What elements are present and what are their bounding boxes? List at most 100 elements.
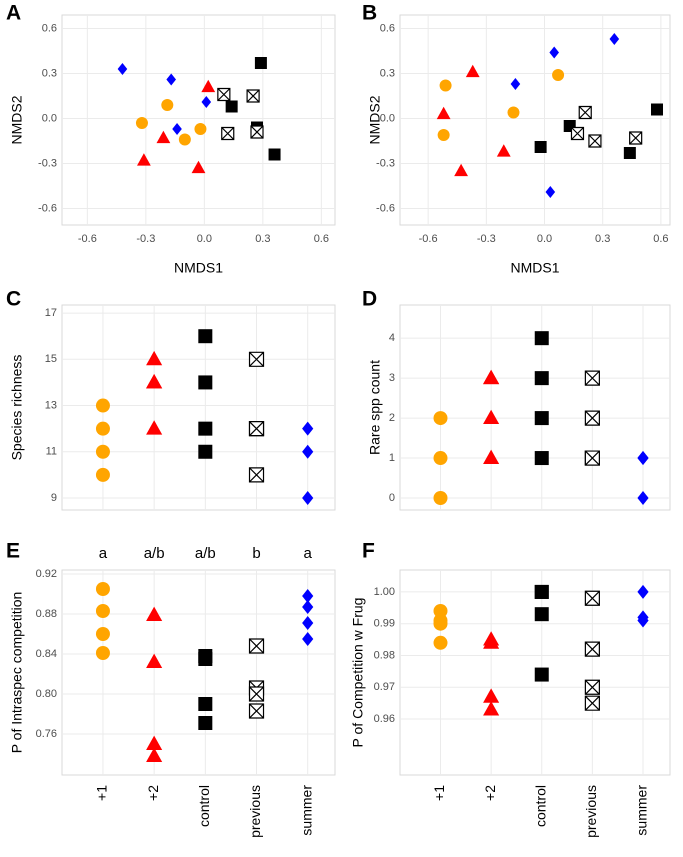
point	[433, 491, 448, 506]
point	[584, 590, 600, 606]
annotation: a	[304, 545, 313, 562]
y-tick-label: 0.92	[36, 568, 57, 580]
point	[198, 444, 213, 459]
panel-letter: E	[6, 540, 20, 563]
panel-letter: A	[6, 2, 21, 25]
y-tick-label: 13	[45, 399, 57, 411]
x-category-label: summer	[634, 785, 650, 836]
y-tick-label: 0.88	[36, 608, 57, 620]
point	[454, 163, 468, 177]
y-axis-title: Species richness	[9, 355, 25, 461]
y-tick-label: 4	[389, 332, 395, 344]
point	[570, 126, 585, 141]
point	[95, 398, 110, 413]
y-tick-label: 0.80	[36, 688, 57, 700]
point	[221, 126, 235, 141]
y-tick-label: 1.00	[374, 586, 395, 598]
point	[302, 600, 314, 614]
point	[496, 144, 511, 157]
annotation: a/b	[195, 545, 216, 562]
point	[135, 117, 148, 129]
y-tick-label: 0.96	[374, 713, 395, 725]
point	[156, 130, 171, 144]
point	[146, 735, 163, 750]
point	[584, 695, 600, 711]
point	[95, 627, 110, 641]
point	[437, 129, 450, 141]
y-tick-label: 0.97	[374, 681, 395, 693]
point	[629, 131, 643, 145]
point	[166, 73, 176, 86]
point	[246, 89, 260, 103]
point	[534, 451, 549, 466]
point	[198, 697, 213, 711]
point	[433, 411, 448, 426]
y-tick-label: 0.99	[374, 618, 395, 630]
plot-panel	[61, 569, 336, 776]
point	[549, 46, 560, 59]
x-category-label: +2	[145, 785, 161, 801]
x-category-label: +2	[482, 785, 498, 801]
plot-panel	[61, 14, 336, 226]
y-axis-title: P of Competition w Frug	[350, 598, 366, 748]
y-axis-title: Rare spp count	[367, 360, 383, 455]
point	[137, 153, 151, 166]
point	[552, 69, 565, 81]
point	[433, 635, 448, 650]
point	[254, 57, 267, 69]
y-tick-label: 17	[45, 307, 57, 319]
point	[584, 641, 600, 657]
point	[534, 141, 547, 153]
point	[584, 450, 600, 466]
panel-letter: D	[362, 288, 377, 311]
point	[198, 652, 213, 666]
point	[545, 186, 556, 198]
y-tick-label: 0	[389, 492, 395, 504]
point	[302, 632, 314, 646]
point	[248, 467, 265, 483]
point	[483, 409, 500, 425]
point	[161, 99, 174, 111]
point	[483, 701, 500, 716]
point	[302, 616, 314, 630]
x-tick-label: 0.0	[197, 233, 212, 245]
x-tick-label: 0.3	[595, 233, 610, 245]
point	[146, 420, 163, 435]
point	[637, 613, 649, 628]
annotation: a	[99, 545, 108, 562]
y-tick-label: -0.6	[38, 202, 57, 214]
y-tick-label: 9	[51, 492, 57, 504]
y-tick-label: 0.3	[42, 67, 57, 79]
point	[198, 375, 213, 390]
point	[95, 604, 110, 618]
x-category-label: previous	[247, 785, 263, 838]
point	[146, 350, 163, 366]
point	[534, 331, 549, 346]
point	[248, 703, 265, 719]
x-category-label: summer	[298, 785, 314, 836]
point	[588, 134, 602, 148]
point	[146, 606, 163, 621]
y-tick-label: 0.6	[380, 22, 395, 34]
point	[95, 467, 110, 482]
x-tick-label: 0.3	[255, 233, 270, 245]
x-tick-label: -0.6	[78, 233, 97, 245]
point	[178, 133, 191, 146]
point	[483, 449, 500, 465]
y-tick-label: 11	[46, 446, 57, 458]
plot-panel	[399, 14, 671, 226]
annotation: a/b	[144, 545, 165, 562]
point	[248, 686, 265, 702]
point	[584, 410, 600, 426]
point	[201, 79, 216, 93]
point	[268, 148, 281, 161]
point	[248, 638, 265, 654]
panel-letter: F	[362, 540, 375, 563]
point	[248, 421, 265, 437]
point	[302, 490, 314, 505]
x-tick-label: -0.3	[477, 233, 496, 245]
x-category-label: control	[196, 785, 212, 827]
point	[95, 582, 110, 596]
point	[198, 421, 213, 436]
point	[510, 78, 521, 90]
